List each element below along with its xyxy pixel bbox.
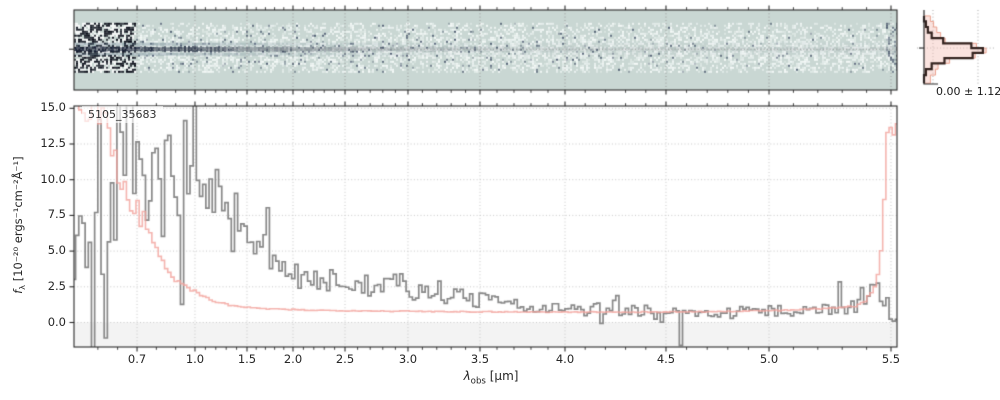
y-axis-label-units: [10⁻²⁰ ergs⁻¹cm⁻²Å⁻¹] — [10, 156, 25, 282]
y-tick-label: 12.5 — [40, 136, 66, 150]
x-tick-label: 4.5 — [656, 352, 676, 366]
x-tick-label: 2.0 — [283, 352, 303, 366]
pixel-stats-label: 0.00 ± 1.12 — [936, 85, 1000, 98]
y-tick-label: 5.0 — [47, 243, 66, 258]
y-tick-label: 15.0 — [40, 100, 66, 115]
x-tick-label: 5.0 — [759, 352, 779, 366]
x-axis-label-units: [μm] — [489, 369, 519, 383]
y-tick-label: 2.5 — [47, 278, 66, 293]
x-tick-label: 5.5 — [881, 352, 901, 366]
x-axis-label: λobs [μm] — [446, 369, 536, 386]
x-tick-label: 3.0 — [398, 352, 418, 366]
x-axis-label-subscript: obs — [470, 376, 486, 387]
flux-symbol: f — [10, 289, 25, 294]
y-axis-label: fλ [10⁻²⁰ ergs⁻¹cm⁻²Å⁻¹] — [11, 100, 27, 350]
y-tick-label: 0.0 — [47, 314, 66, 329]
object-id-label: 5105_35683 — [82, 106, 163, 123]
x-tick-label: 2.5 — [335, 352, 355, 366]
x-tick-label: 4.0 — [555, 352, 575, 366]
x-tick-label: 0.7 — [127, 352, 147, 366]
lambda-symbol: λ — [463, 369, 471, 383]
y-tick-label: 7.5 — [47, 207, 66, 222]
x-tick-label: 1.5 — [237, 352, 257, 366]
x-tick-label: 1.0 — [185, 352, 205, 366]
y-tick-label: 10.0 — [40, 171, 66, 186]
x-tick-label: 3.5 — [470, 352, 490, 366]
